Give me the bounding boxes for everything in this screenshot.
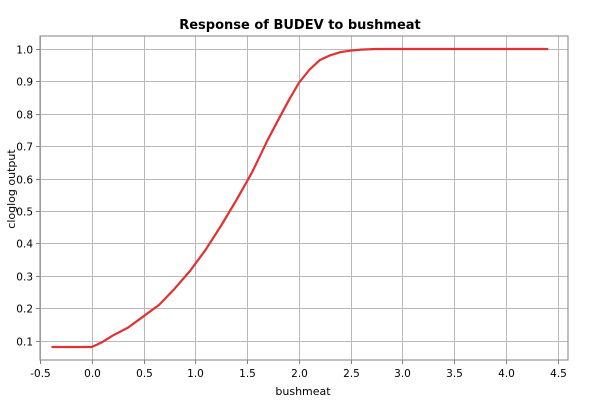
y-tick-label: 0.2 (16, 304, 33, 316)
plot-frame (39, 35, 569, 361)
y-tick-label: 0.6 (16, 175, 33, 187)
y-tick-label: 0.7 (16, 142, 33, 154)
x-tick-label: 2.0 (291, 368, 308, 380)
ticks-layer: -0.5 0.0 0.5 1.0 1.5 2.0 2.5 3.0 3.5 4.0 4.5 0.1 0.2… (16, 45, 567, 381)
y-tick-label: 0.5 (16, 207, 33, 219)
y-axis-label: cloglog output (5, 149, 18, 229)
x-tick-label: 3.5 (446, 368, 463, 380)
x-tick-label: 1.0 (187, 368, 204, 380)
x-tick-label: 1.5 (239, 368, 256, 380)
grid-layer (40, 36, 568, 360)
series-layer (51, 47, 549, 349)
y-tick-label: 0.4 (16, 239, 33, 251)
y-tick-label: 0.1 (16, 337, 33, 349)
x-axis-label: bushmeat (275, 385, 331, 398)
x-tick-label: 2.5 (343, 368, 360, 380)
response-curve (51, 47, 549, 349)
x-tick-label: 3.0 (394, 368, 411, 380)
chart-title: Response of BUDEV to bushmeat (179, 18, 421, 33)
x-tick-label: 0.0 (84, 368, 101, 380)
y-tick-label: 0.3 (16, 272, 33, 284)
x-tick-label: -0.5 (30, 368, 51, 380)
x-tick-label: 4.0 (498, 368, 515, 380)
x-tick-label: 4.5 (550, 368, 567, 380)
x-tick-label: 0.5 (136, 368, 153, 380)
y-tick-label: 0.8 (16, 110, 33, 122)
y-tick-label: 1.0 (16, 45, 33, 57)
y-tick-label: 0.9 (16, 77, 33, 89)
